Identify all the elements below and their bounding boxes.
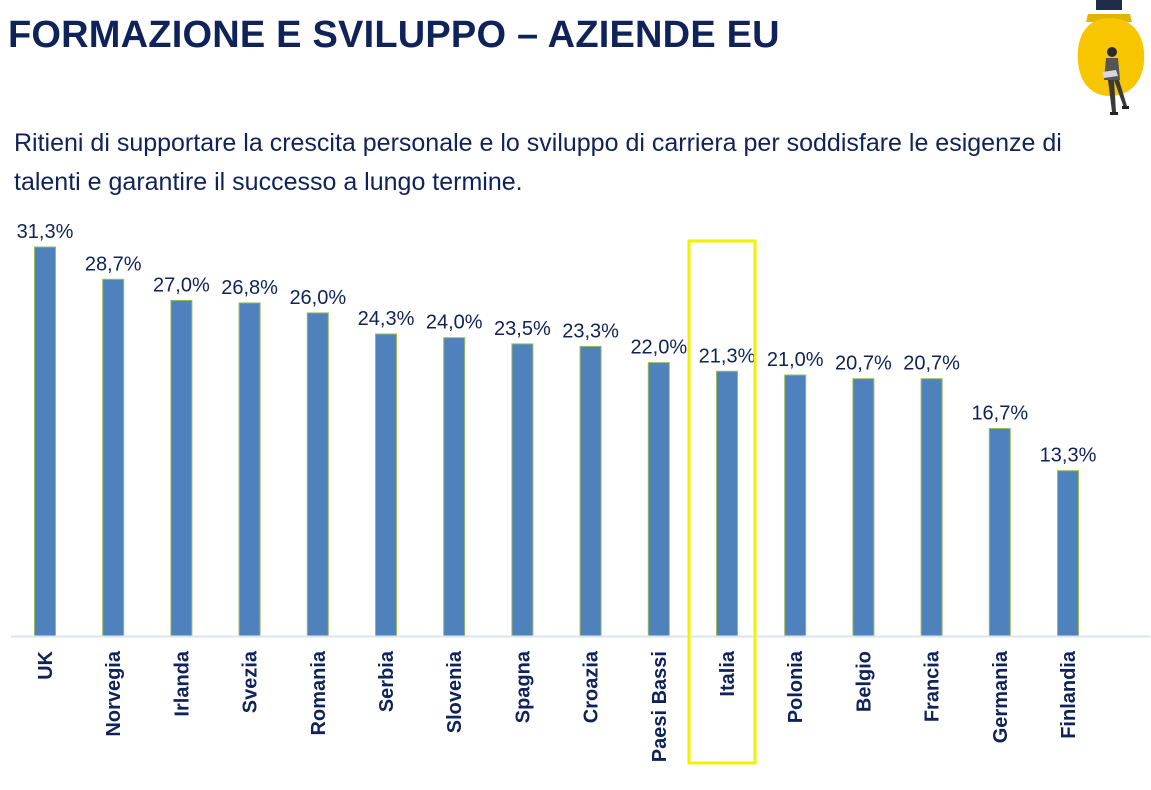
page-title: FORMAZIONE E SVILUPPO – AZIENDE EU (8, 14, 780, 56)
bar-spagna (511, 343, 534, 637)
category-label-polonia: Polonia (785, 650, 807, 723)
lightbulb-with-woman-icon (1077, 0, 1145, 115)
category-label-slovenia: Slovenia (444, 650, 466, 733)
value-label-irlanda: 27,0% (153, 274, 210, 296)
value-label-svezia: 26,8% (221, 277, 278, 299)
category-label-belgio: Belgio (853, 651, 875, 712)
category-label-croazia: Croazia (581, 650, 603, 723)
category-label-finlandia: Finlandia (1058, 650, 1080, 739)
bar-svezia (238, 302, 261, 637)
bar-uk (34, 246, 56, 637)
bar-norvegia (102, 278, 125, 637)
value-label-paesi-bassi: 22,0% (630, 337, 687, 359)
value-label-italia: 21,3% (699, 345, 756, 367)
bar-francia (920, 378, 943, 637)
category-label-norvegia: Norvegia (103, 650, 125, 736)
value-label-norvegia: 28,7% (85, 253, 142, 275)
category-label-svezia: Svezia (240, 650, 262, 713)
survey-question: Ritieni di supportare la crescita person… (14, 129, 1062, 196)
value-label-spagna: 23,5% (494, 318, 551, 340)
bar-croazia (579, 345, 602, 637)
value-label-uk: 31,3% (17, 221, 74, 243)
value-label-finlandia: 13,3% (1040, 445, 1097, 467)
category-label-germania: Germania (990, 650, 1012, 743)
value-label-polonia: 21,0% (767, 349, 824, 371)
bar-polonia (784, 374, 807, 637)
category-label-italia: Italia (717, 650, 739, 696)
value-label-croazia: 23,3% (562, 320, 619, 342)
category-label-serbia: Serbia (376, 650, 398, 712)
bar-finlandia (1057, 470, 1079, 637)
value-label-belgio: 20,7% (835, 353, 892, 375)
category-label-romania: Romania (308, 650, 330, 735)
italia-highlight-box (687, 239, 757, 765)
bar-germania (988, 428, 1011, 637)
value-label-romania: 26,0% (289, 287, 346, 309)
category-label-francia: Francia (922, 650, 944, 722)
value-label-francia: 20,7% (903, 353, 960, 375)
value-label-germania: 16,7% (971, 403, 1028, 425)
bar-irlanda (170, 299, 193, 637)
category-label-spagna: Spagna (512, 650, 534, 723)
value-label-serbia: 24,3% (358, 308, 415, 330)
category-label-uk: UK (35, 650, 57, 679)
bar-slovenia (443, 337, 466, 637)
bar-belgio (852, 378, 875, 637)
bar-paesi-bassi (647, 362, 670, 637)
value-label-slovenia: 24,0% (426, 312, 483, 334)
category-label-irlanda: Irlanda (171, 650, 193, 716)
bar-romania (306, 312, 329, 637)
category-label-paesi-bassi: Paesi Bassi (649, 651, 671, 762)
bar-italia (716, 370, 738, 637)
bar-serbia (375, 333, 397, 637)
